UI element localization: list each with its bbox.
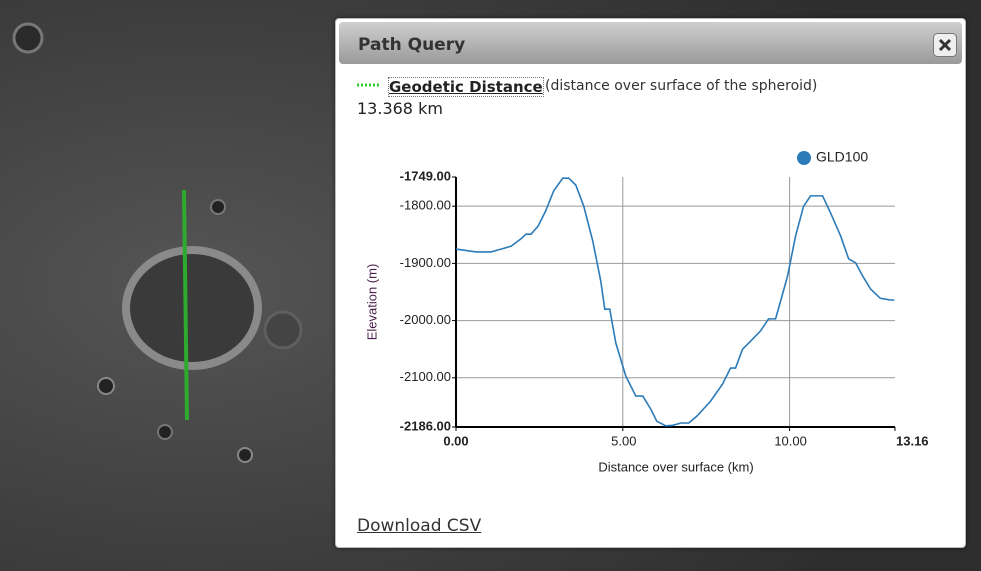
- y-axis-label: Elevation (m): [364, 264, 379, 341]
- y-tick-label: -2100.00: [400, 369, 451, 384]
- y-tick-label: -1900.00: [400, 255, 451, 270]
- description: (distance over surface of the spheroid): [545, 78, 818, 94]
- download-link[interactable]: Download CSV: [357, 516, 482, 536]
- query-panel: Path Query Distance over surface (km) El…: [335, 18, 966, 548]
- close-button[interactable]: [933, 33, 957, 57]
- x-tick-label: 0.00: [443, 433, 468, 448]
- y-tick-label: -2186.00: [400, 418, 451, 433]
- path-line: [182, 189, 189, 421]
- x-tick-label: 10.00: [774, 433, 807, 448]
- x-tick-label: 13.16: [896, 433, 929, 448]
- series-line: [455, 177, 895, 427]
- x-tick-label: 5.00: [611, 433, 636, 448]
- geodetic-link[interactable]: Geodetic Distance: [388, 77, 544, 97]
- y-tick-label: -1800.00: [400, 198, 451, 213]
- chart: Distance over surface (km) Elevation (m)…: [357, 83, 929, 474]
- distance: 13.368 km: [357, 99, 443, 118]
- y-tick-label: -2000.00: [400, 312, 451, 327]
- legend-label: GLD100: [816, 149, 868, 165]
- y-tick-label: -1749.00: [400, 168, 451, 183]
- panel-title: Path Query: [358, 35, 466, 55]
- x-axis-label: Distance over surface (km): [598, 459, 753, 474]
- panel-header: Path Query: [339, 22, 962, 64]
- legend-marker: [797, 151, 811, 165]
